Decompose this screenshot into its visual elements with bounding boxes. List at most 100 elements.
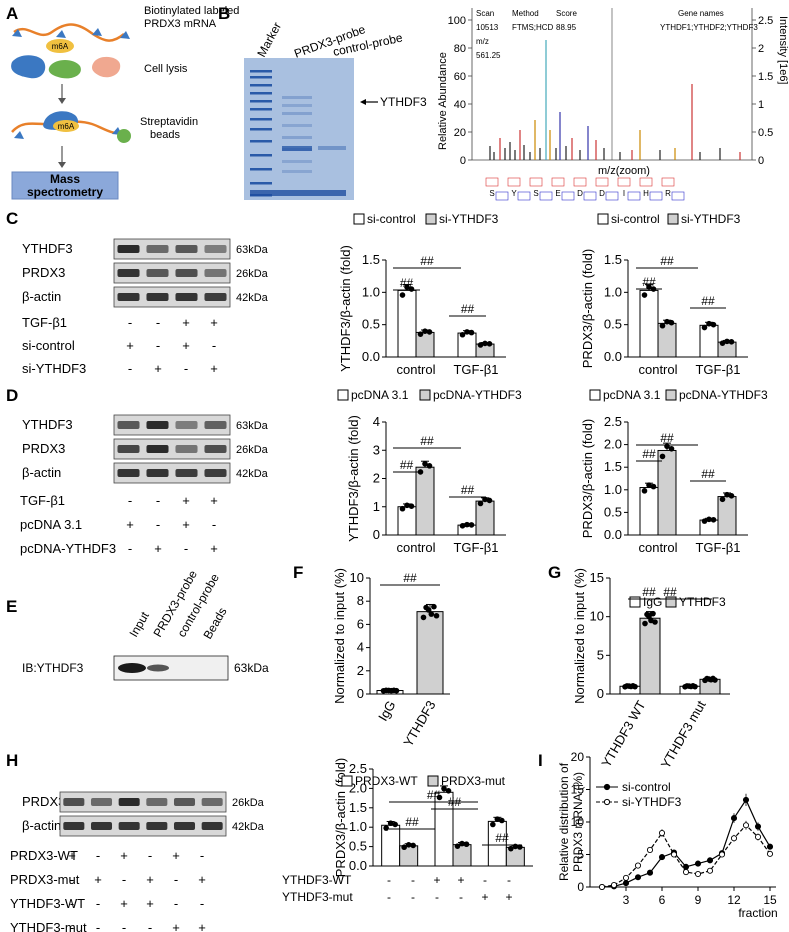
bar-pcdna-ythdf3-control (415, 466, 435, 536)
significance-mark: ## (420, 254, 434, 268)
y-tick-label: 0 (357, 686, 364, 701)
data-point (508, 845, 514, 852)
treatment-sign: + (120, 896, 128, 911)
y-tick-label: 4 (373, 414, 380, 429)
ms-score-header: Score (556, 9, 577, 18)
blot-band (175, 245, 198, 253)
data-point (701, 324, 708, 331)
data-point (650, 483, 657, 490)
blot-strip (113, 462, 231, 484)
legend-label-ythdf3: YTHDF3 (679, 595, 726, 609)
point-si-control (694, 860, 702, 867)
ms-y2tick-label: 1.5 (758, 71, 773, 83)
y-tick-label: 15 (590, 570, 604, 585)
ms-y2ticks: 0 0.5 1 1.5 2 2.5 (752, 15, 773, 167)
data-point (459, 331, 466, 338)
blot-band (173, 798, 196, 806)
y-tick-label: 0 (577, 880, 584, 894)
ms-gene-header: Gene names (678, 9, 724, 18)
treatment-sign: - (122, 872, 126, 887)
blot-band (117, 421, 140, 429)
legend-label-prdx3-mut: PRDX3-mut (441, 774, 506, 788)
bound-m6a (53, 120, 79, 132)
point-si-control (706, 857, 714, 864)
ms-yticks: 0 20 40 60 80 100 (448, 15, 472, 167)
e-blot-label: IB:YTHDF3 (22, 661, 84, 675)
data-point (441, 785, 447, 792)
probe-band (282, 124, 312, 127)
data-point (425, 607, 432, 613)
marker-band (250, 140, 272, 143)
ms-ytick-label: 40 (454, 99, 466, 111)
row-sign: + (457, 873, 464, 887)
legend-label-si-control: si-control (367, 212, 416, 226)
legend-label-si-ythdf3: si-YTHDF3 (622, 795, 682, 809)
bound-m6a-label: m6A (58, 122, 75, 131)
seq-y-ion (639, 177, 653, 187)
data-point (490, 821, 496, 828)
bar-si-control-control (397, 289, 417, 358)
y-axis-label: Normalized to input (%) (572, 568, 587, 704)
y-tick-label: 2.5 (604, 414, 622, 429)
marker-band (250, 76, 272, 79)
legend-swatch-igg (629, 596, 641, 608)
data-point (383, 825, 389, 831)
ms-y2label: Intensity [1e6] (777, 16, 789, 85)
point-si-ythdf3 (754, 833, 762, 841)
e-lane-beads: Beads (200, 605, 229, 641)
panel-letter-a: A (6, 4, 18, 23)
data-point (719, 496, 726, 503)
data-point (710, 321, 717, 328)
point-si-ythdf3 (718, 851, 726, 858)
legend-marker-si-control (603, 783, 611, 791)
protein-green (48, 60, 81, 79)
treatment-sign: + (210, 361, 218, 376)
treatment-label-prdx3-wt: PRDX3-WT (10, 848, 78, 863)
panel-h-treatments: PRDX3-WT+ - + - + -PRDX3-mut- + - + - +YTHDF3-WT- -… (10, 848, 206, 932)
step-cell-lysis: Cell lysis (144, 63, 188, 75)
ms-y2tick-label: 2.5 (758, 15, 773, 27)
data-point (468, 329, 475, 336)
y-tick-label: 1.0 (604, 284, 622, 299)
treatment-sign: - (156, 315, 160, 330)
ms-method-header: Method (512, 9, 539, 18)
point-si-ythdf3 (658, 830, 666, 837)
treatment-sign: - (122, 920, 126, 932)
probe-band (282, 170, 312, 173)
y-tick-label: 1.5 (349, 800, 367, 815)
blot-label-ythdf3: YTHDF3 (22, 241, 73, 256)
treatment-sign: + (210, 315, 218, 330)
mrna-strand (13, 23, 125, 42)
data-point (641, 488, 648, 494)
gel-bands (250, 70, 346, 197)
seq-b-ion (605, 191, 619, 201)
treatment-sign: - (212, 338, 216, 353)
treatment-sign: + (94, 872, 102, 887)
blot-band (117, 445, 140, 453)
mass-spec-box (11, 171, 119, 200)
data-point (701, 518, 708, 524)
category-label-control: control (638, 362, 677, 377)
y-tick-label: 1.5 (604, 252, 622, 267)
y-tick-label: 1 (373, 499, 380, 514)
panel-letter-e: E (6, 597, 17, 616)
treatment-sign: + (120, 848, 128, 863)
y-axis-label: PRDX3/β-actin (fold) (580, 249, 595, 368)
category-label-control: control (638, 540, 677, 555)
treatment-label-prdx3-mut: PRDX3-mut (10, 872, 80, 887)
seq-residue: Y (511, 189, 517, 198)
y-axis-label: YTHDF3/β-actin (fold) (346, 415, 361, 542)
data-point (408, 503, 415, 509)
y-axis-label: PRDX3/β-actin (fold) (580, 419, 595, 538)
data-point (659, 453, 666, 460)
treatment-sign: + (68, 848, 76, 863)
blot-band (201, 798, 223, 806)
probe-band (282, 112, 312, 115)
significance-mark: ## (400, 458, 414, 472)
blot-label-prdx3: PRDX3 (22, 265, 65, 280)
treatment-sign: + (172, 848, 180, 863)
blot-band (146, 269, 169, 277)
treatment-sign: + (182, 315, 190, 330)
marker-band (250, 100, 272, 103)
